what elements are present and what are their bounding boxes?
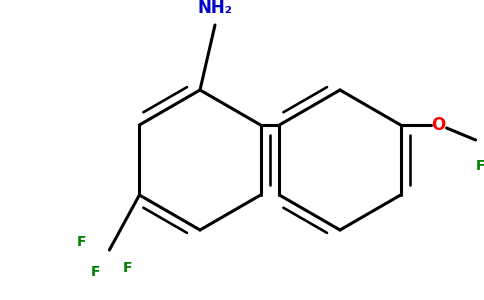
Text: O: O — [432, 116, 446, 134]
Text: NH₂: NH₂ — [197, 0, 232, 17]
Text: F: F — [76, 235, 86, 249]
Text: F: F — [122, 261, 132, 275]
Text: F: F — [476, 159, 484, 173]
Text: F: F — [91, 265, 100, 279]
